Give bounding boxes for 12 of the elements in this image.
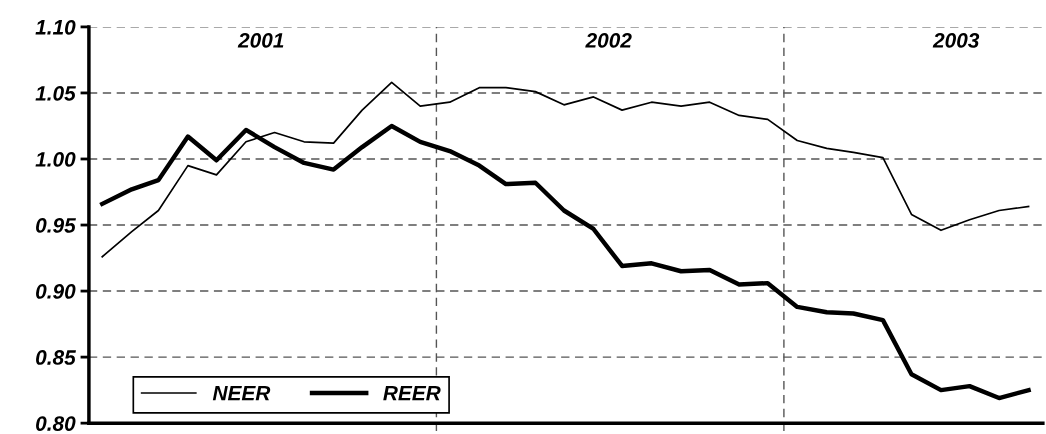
y-tick-label: 0.95 (36, 218, 76, 233)
y-tick-label: 1.10 (35, 19, 76, 35)
legend-label: REER (383, 385, 441, 401)
x-tick-label: 2002 (585, 33, 632, 48)
y-tick-label: 0.80 (36, 416, 76, 431)
y-tick-label: 1.00 (35, 151, 76, 167)
y-tick-label: 0.85 (36, 350, 76, 365)
y-tick-label: 0.90 (36, 284, 76, 299)
x-tick-label: 2003 (932, 33, 980, 48)
x-tick-label: 2001 (237, 33, 284, 48)
y-tick-label: 1.05 (35, 85, 76, 101)
legend-label: NEER (212, 385, 271, 401)
